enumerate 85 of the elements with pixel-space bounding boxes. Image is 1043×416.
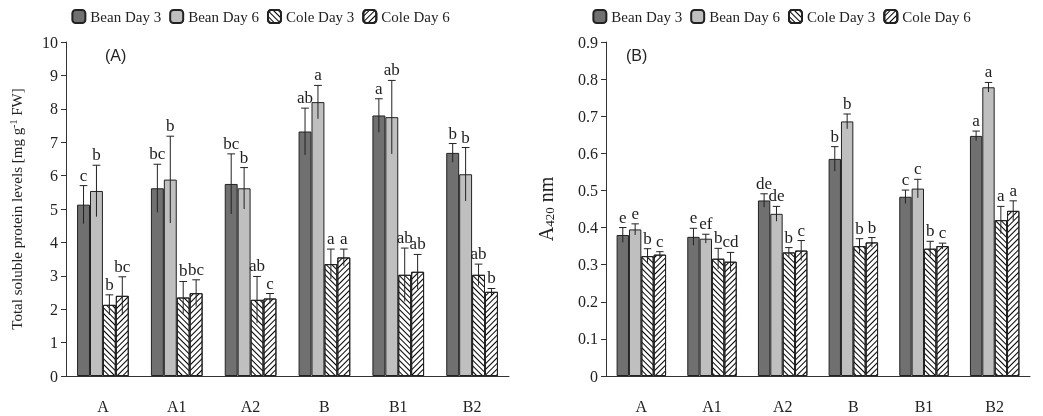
data-label: a bbox=[972, 111, 981, 131]
data-label: bc bbox=[149, 144, 166, 164]
data-label: b bbox=[842, 94, 852, 113]
y-tick-label: 0.7 bbox=[578, 107, 598, 125]
x-tick-label: B bbox=[848, 397, 859, 415]
x-tick-label: A2 bbox=[772, 397, 793, 415]
legend-label: Cole Day 6 bbox=[902, 8, 972, 25]
data-label: a bbox=[327, 229, 336, 249]
data-label: bc bbox=[223, 133, 240, 153]
data-label: b bbox=[487, 268, 496, 288]
y-tick-label: 5 bbox=[50, 200, 58, 218]
data-label: b bbox=[867, 217, 877, 237]
y-tick-label: 6 bbox=[50, 167, 58, 185]
y-tick-label: 0 bbox=[590, 367, 598, 385]
data-label: a bbox=[314, 65, 323, 85]
x-tick-label: B1 bbox=[388, 397, 408, 415]
data-label: b bbox=[166, 116, 175, 136]
legend-label: Bean Day 3 bbox=[90, 8, 162, 25]
chart-title: (B) bbox=[626, 46, 648, 64]
data-label: b bbox=[239, 147, 249, 167]
data-label: e bbox=[631, 203, 639, 223]
y-tick-label: 8 bbox=[50, 100, 58, 118]
x-tick-label: B bbox=[319, 397, 330, 415]
data-label: e bbox=[689, 208, 698, 228]
data-label: c bbox=[914, 159, 923, 179]
y-tick-label: 4 bbox=[50, 233, 58, 251]
y-tick-label: 0.2 bbox=[578, 293, 598, 311]
y-tick-label: 0.6 bbox=[578, 144, 598, 162]
legend-label: Cole Day 6 bbox=[381, 8, 451, 25]
data-label: b bbox=[105, 274, 114, 294]
data-label: a bbox=[984, 62, 993, 82]
data-label: c bbox=[901, 170, 910, 190]
legend-label: Cole Day 3 bbox=[285, 8, 355, 25]
legend-label: Bean Day 6 bbox=[709, 8, 781, 25]
data-label: b bbox=[713, 228, 723, 248]
data-label: cd bbox=[722, 232, 740, 252]
data-label: b bbox=[178, 261, 188, 281]
y-tick-label: 0.1 bbox=[578, 330, 598, 348]
y-tick-label: 0.8 bbox=[578, 70, 598, 88]
y-tick-label: 2 bbox=[50, 300, 58, 318]
y-tick-label: 0.3 bbox=[578, 256, 598, 274]
x-tick-label: A bbox=[635, 397, 648, 415]
data-label: a bbox=[375, 78, 384, 98]
data-label: a bbox=[997, 186, 1006, 206]
data-label: c bbox=[797, 220, 806, 240]
data-label: c bbox=[266, 273, 275, 293]
y-tick-label: 0.4 bbox=[578, 219, 598, 237]
data-label: c bbox=[656, 231, 665, 251]
data-label: b bbox=[448, 123, 457, 143]
x-tick-label: A1 bbox=[702, 397, 722, 415]
x-tick-label: A bbox=[97, 397, 110, 415]
data-label: b bbox=[855, 218, 864, 238]
x-tick-label: A1 bbox=[166, 397, 187, 415]
data-label: bc bbox=[114, 256, 131, 276]
data-label: b bbox=[92, 145, 101, 165]
data-label: c bbox=[79, 165, 88, 185]
data-label: e bbox=[619, 207, 627, 227]
chart-title: (A) bbox=[105, 46, 127, 64]
legend-label: Bean Day 6 bbox=[188, 8, 260, 25]
data-label: b bbox=[925, 221, 935, 241]
data-label: b bbox=[461, 127, 470, 147]
data-label: b bbox=[643, 228, 652, 248]
x-tick-label: B2 bbox=[985, 397, 1004, 415]
data-label: a bbox=[340, 229, 349, 249]
data-label: ab bbox=[297, 88, 314, 108]
legend-label: Bean Day 3 bbox=[611, 8, 683, 25]
x-tick-label: B1 bbox=[914, 397, 934, 415]
data-label: a bbox=[1009, 180, 1018, 200]
y-tick-label: 0.5 bbox=[578, 181, 598, 199]
data-label: ab bbox=[383, 60, 400, 80]
y-tick-label: 1 bbox=[50, 334, 58, 352]
data-label: b bbox=[830, 126, 840, 146]
data-label: bc bbox=[188, 259, 205, 279]
y-tick-label: 7 bbox=[50, 133, 58, 151]
data-label: ef bbox=[699, 214, 713, 234]
y-tick-label: 3 bbox=[50, 267, 58, 285]
y-tick-label: 0 bbox=[50, 367, 58, 385]
legend-label: Cole Day 3 bbox=[806, 8, 876, 25]
y-tick-label: 0.9 bbox=[578, 33, 598, 51]
y-tick-label: 10 bbox=[42, 33, 58, 51]
x-tick-label: A2 bbox=[240, 397, 261, 415]
data-label: b bbox=[784, 227, 794, 247]
data-label: c bbox=[938, 223, 947, 243]
x-tick-label: B2 bbox=[462, 397, 482, 415]
y-tick-label: 9 bbox=[50, 66, 58, 84]
